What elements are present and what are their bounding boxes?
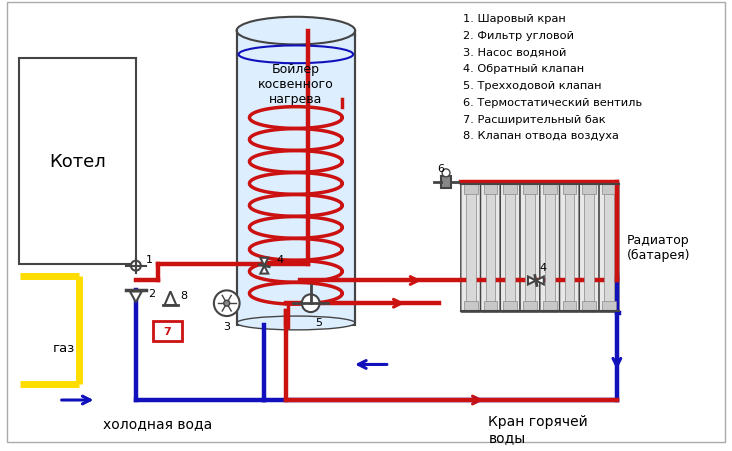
Text: Бойлер
косвенного
нагрева: Бойлер косвенного нагрева [258, 63, 334, 106]
Bar [583, 302, 596, 312]
Text: 8. Клапан отвода воздуха: 8. Клапан отвода воздуха [463, 131, 619, 141]
Polygon shape [130, 292, 142, 303]
Text: Котел: Котел [49, 152, 106, 170]
Bar [543, 302, 556, 312]
Circle shape [442, 170, 450, 177]
Text: 5. Трехходовой клапан: 5. Трехходовой клапан [463, 81, 601, 91]
Bar [602, 302, 616, 312]
Polygon shape [261, 266, 268, 274]
Bar [464, 184, 477, 194]
Text: 5: 5 [315, 318, 323, 327]
Circle shape [214, 291, 239, 316]
Bar [602, 184, 616, 194]
Circle shape [302, 295, 320, 313]
Text: 6. Термостатический вентиль: 6. Термостатический вентиль [463, 97, 642, 107]
Text: 7. Расширительный бак: 7. Расширительный бак [463, 114, 605, 124]
Bar [484, 302, 497, 312]
Text: 2: 2 [148, 289, 155, 299]
Bar [441, 176, 451, 188]
Polygon shape [528, 277, 536, 285]
FancyBboxPatch shape [539, 183, 559, 313]
Text: 4: 4 [539, 262, 547, 272]
FancyBboxPatch shape [599, 183, 619, 313]
Text: 3. Насос водяной: 3. Насос водяной [463, 47, 566, 57]
Bar [584, 190, 594, 305]
Text: 7: 7 [163, 326, 171, 336]
Text: Кран горячей
воды: Кран горячей воды [488, 414, 589, 444]
Bar [464, 302, 477, 312]
Bar [523, 184, 537, 194]
Text: 4: 4 [276, 254, 283, 264]
Bar [563, 184, 576, 194]
Polygon shape [165, 292, 176, 305]
Text: газ: газ [53, 341, 75, 354]
Text: 8: 8 [180, 290, 187, 301]
Bar [484, 184, 497, 194]
Circle shape [131, 261, 141, 271]
FancyBboxPatch shape [520, 183, 539, 313]
Bar [466, 190, 476, 305]
Polygon shape [536, 277, 544, 285]
Circle shape [224, 300, 230, 307]
Text: 6: 6 [438, 164, 444, 174]
Bar [583, 184, 596, 194]
Text: Радиатор
(батарея): Радиатор (батарея) [627, 234, 690, 262]
Bar [523, 302, 537, 312]
Text: холодная вода: холодная вода [103, 416, 212, 430]
Text: 2. Фильтр угловой: 2. Фильтр угловой [463, 31, 574, 41]
Text: 1. Шаровый кран: 1. Шаровый кран [463, 14, 566, 24]
FancyBboxPatch shape [559, 183, 579, 313]
Bar [545, 190, 555, 305]
FancyBboxPatch shape [579, 183, 599, 313]
Bar [153, 321, 182, 341]
Ellipse shape [236, 18, 355, 46]
Bar [563, 302, 576, 312]
FancyBboxPatch shape [501, 183, 520, 313]
Bar [564, 190, 575, 305]
Bar [525, 190, 535, 305]
Bar [485, 190, 496, 305]
Bar [19, 59, 136, 264]
Bar [504, 184, 517, 194]
Text: 4. Обратный клапан: 4. Обратный клапан [463, 64, 584, 74]
Polygon shape [261, 258, 268, 266]
Bar [504, 302, 517, 312]
Text: 1: 1 [146, 254, 153, 264]
FancyBboxPatch shape [461, 183, 481, 313]
Bar [236, 32, 355, 325]
Bar [505, 190, 515, 305]
FancyBboxPatch shape [481, 183, 501, 313]
Ellipse shape [236, 316, 355, 330]
Bar [604, 190, 614, 305]
Text: 3: 3 [223, 321, 231, 331]
Bar [543, 184, 556, 194]
